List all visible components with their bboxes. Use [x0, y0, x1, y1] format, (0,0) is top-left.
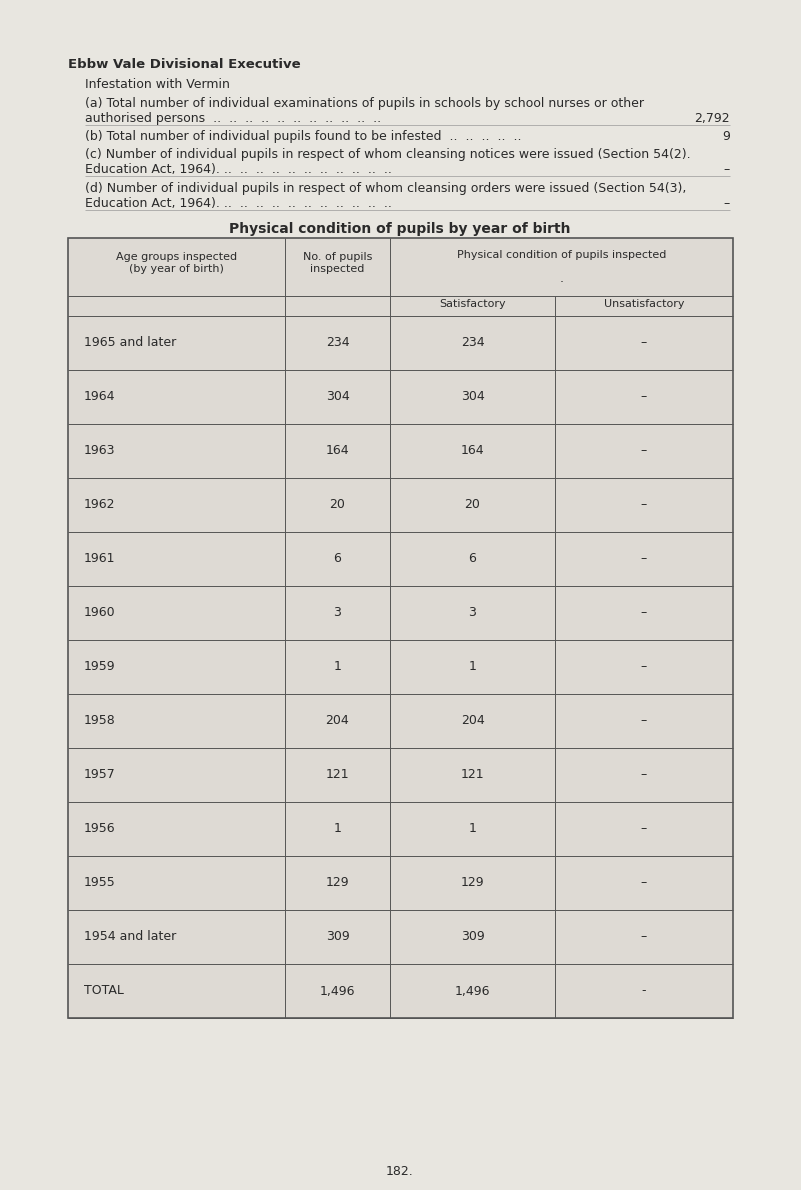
Text: -: -: [642, 984, 646, 997]
Text: –: –: [724, 163, 730, 176]
Bar: [68, 238, 733, 1017]
Text: 234: 234: [461, 337, 485, 350]
Text: Satisfactory: Satisfactory: [439, 299, 505, 309]
Text: 1959: 1959: [84, 660, 115, 674]
Text: 1961: 1961: [84, 552, 115, 565]
Text: Age groups inspected
(by year of birth): Age groups inspected (by year of birth): [116, 252, 237, 274]
Text: 3: 3: [333, 607, 341, 620]
Text: Infestation with Vermin: Infestation with Vermin: [85, 79, 230, 90]
Text: 121: 121: [326, 769, 349, 782]
Text: ·: ·: [560, 276, 563, 289]
Text: 1: 1: [469, 660, 477, 674]
Text: –: –: [641, 607, 647, 620]
Text: –: –: [641, 822, 647, 835]
Text: 1960: 1960: [84, 607, 115, 620]
Text: No. of pupils
inspected: No. of pupils inspected: [303, 252, 372, 274]
Text: 234: 234: [326, 337, 349, 350]
Text: 1,496: 1,496: [320, 984, 356, 997]
Text: 309: 309: [326, 931, 349, 944]
Text: –: –: [724, 198, 730, 209]
Text: –: –: [641, 931, 647, 944]
Text: 1954 and later: 1954 and later: [84, 931, 176, 944]
Text: authorised persons  ..  ..  ..  ..  ..  ..  ..  ..  ..  ..  ..: authorised persons .. .. .. .. .. .. .. …: [85, 112, 381, 125]
Text: Education Act, 1964). ..  ..  ..  ..  ..  ..  ..  ..  ..  ..  ..: Education Act, 1964). .. .. .. .. .. .. …: [85, 198, 392, 209]
Text: (b) Total number of individual pupils found to be infested  ..  ..  ..  ..  ..: (b) Total number of individual pupils fo…: [85, 130, 521, 143]
Text: Education Act, 1964). ..  ..  ..  ..  ..  ..  ..  ..  ..  ..  ..: Education Act, 1964). .. .. .. .. .. .. …: [85, 163, 392, 176]
Text: 1964: 1964: [84, 390, 115, 403]
Text: (a) Total number of individual examinations of pupils in schools by school nurse: (a) Total number of individual examinati…: [85, 98, 644, 109]
Text: 9: 9: [723, 130, 730, 143]
Text: 304: 304: [461, 390, 485, 403]
Text: 164: 164: [326, 445, 349, 457]
Text: 1958: 1958: [84, 714, 116, 727]
Text: 129: 129: [326, 877, 349, 889]
Text: 6: 6: [333, 552, 341, 565]
Text: 121: 121: [461, 769, 485, 782]
Text: –: –: [641, 660, 647, 674]
Text: 204: 204: [326, 714, 349, 727]
Text: 1: 1: [469, 822, 477, 835]
Text: –: –: [641, 769, 647, 782]
Text: 20: 20: [329, 499, 345, 512]
Text: (c) Number of individual pupils in respect of whom cleansing notices were issued: (c) Number of individual pupils in respe…: [85, 148, 690, 161]
Text: 1955: 1955: [84, 877, 116, 889]
Text: 129: 129: [461, 877, 485, 889]
Text: 309: 309: [461, 931, 485, 944]
Text: 304: 304: [326, 390, 349, 403]
Text: –: –: [641, 337, 647, 350]
Text: –: –: [641, 552, 647, 565]
Text: (d) Number of individual pupils in respect of whom cleansing orders were issued : (d) Number of individual pupils in respe…: [85, 182, 686, 195]
Text: –: –: [641, 877, 647, 889]
Text: 6: 6: [469, 552, 477, 565]
Text: –: –: [641, 390, 647, 403]
Text: 1: 1: [333, 660, 341, 674]
Text: 3: 3: [469, 607, 477, 620]
Text: –: –: [641, 499, 647, 512]
Text: –: –: [641, 445, 647, 457]
Text: 1957: 1957: [84, 769, 116, 782]
Text: 164: 164: [461, 445, 485, 457]
Text: Physical condition of pupils inspected: Physical condition of pupils inspected: [457, 250, 666, 259]
Text: 1963: 1963: [84, 445, 115, 457]
Text: 204: 204: [461, 714, 485, 727]
Text: 1956: 1956: [84, 822, 115, 835]
Text: 1,496: 1,496: [455, 984, 490, 997]
Text: 1965 and later: 1965 and later: [84, 337, 176, 350]
Text: 2,792: 2,792: [694, 112, 730, 125]
Text: 182.: 182.: [386, 1165, 414, 1178]
Text: –: –: [641, 714, 647, 727]
Text: Physical condition of pupils by year of birth: Physical condition of pupils by year of …: [229, 223, 571, 236]
Text: 1: 1: [333, 822, 341, 835]
Text: 1962: 1962: [84, 499, 115, 512]
Text: 20: 20: [465, 499, 481, 512]
Text: Ebbw Vale Divisional Executive: Ebbw Vale Divisional Executive: [68, 58, 300, 71]
Text: TOTAL: TOTAL: [84, 984, 124, 997]
Text: Unsatisfactory: Unsatisfactory: [604, 299, 684, 309]
